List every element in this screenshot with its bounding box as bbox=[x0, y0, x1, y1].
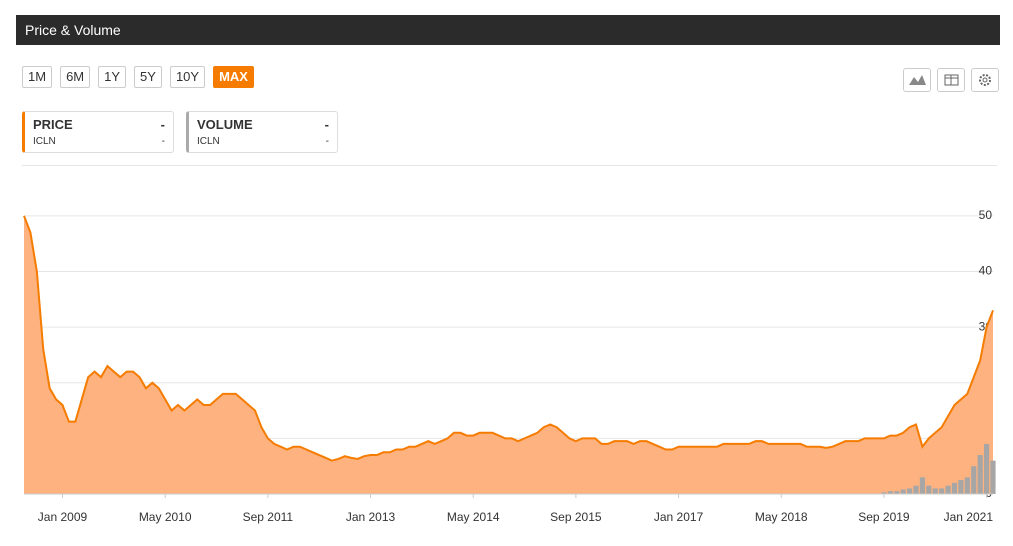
volume-bar bbox=[919, 477, 925, 494]
volume-bar bbox=[881, 492, 887, 494]
x-tick-label: Jan 2013 bbox=[346, 510, 396, 524]
x-tick-label: Jan 2017 bbox=[654, 510, 704, 524]
x-tick-label: May 2018 bbox=[755, 510, 808, 524]
x-tick-label: May 2014 bbox=[447, 510, 500, 524]
legend-card[interactable]: PRICE - ICLN - bbox=[22, 111, 174, 153]
toolbar bbox=[903, 68, 999, 92]
symbol-value: - bbox=[161, 136, 165, 147]
range-button[interactable]: 6M bbox=[60, 66, 91, 88]
price-line bbox=[23, 215, 994, 462]
chart-type-button[interactable] bbox=[903, 68, 931, 92]
volume-bar bbox=[913, 485, 919, 494]
volume-bar bbox=[945, 485, 951, 494]
separator bbox=[22, 165, 997, 166]
volume-bar bbox=[971, 466, 977, 494]
symbol-value: - bbox=[325, 136, 329, 147]
x-tick-label: Jan 2009 bbox=[38, 510, 88, 524]
series-value: - bbox=[324, 117, 329, 132]
series-symbol: ICLN bbox=[33, 136, 56, 147]
range-button[interactable]: 5Y bbox=[134, 66, 162, 88]
range-buttons: 1M 6M 1Y 5Y 10Y MAX bbox=[22, 66, 254, 88]
range-button[interactable]: 1Y bbox=[98, 66, 127, 88]
series-name: VOLUME bbox=[197, 117, 253, 132]
volume-bar bbox=[907, 488, 913, 494]
x-tick-label: Sep 2015 bbox=[550, 510, 602, 524]
range-button[interactable]: 1M bbox=[22, 66, 53, 88]
volume-bar bbox=[951, 482, 958, 494]
price-area bbox=[24, 215, 993, 494]
volume-bar bbox=[958, 480, 964, 494]
volume-bar bbox=[964, 477, 970, 494]
header-title: Price & Volume bbox=[16, 15, 1000, 45]
legend-card[interactable]: VOLUME - ICLN - bbox=[186, 111, 338, 153]
y-tick-label: 50 bbox=[979, 208, 993, 222]
settings-button[interactable] bbox=[971, 68, 999, 92]
x-tick-label: Jan 2021 bbox=[944, 510, 994, 524]
volume-bar bbox=[900, 489, 906, 494]
volume-bar bbox=[977, 455, 983, 494]
x-tick-label: May 2010 bbox=[139, 510, 192, 524]
series-value: - bbox=[160, 117, 165, 132]
volume-bar bbox=[926, 485, 932, 494]
volume-bar bbox=[887, 491, 893, 494]
series-symbol: ICLN bbox=[197, 136, 220, 147]
volume-bar bbox=[894, 491, 900, 494]
x-tick-label: Sep 2019 bbox=[858, 510, 910, 524]
volume-bar bbox=[939, 488, 945, 494]
range-button[interactable]: 10Y bbox=[169, 66, 206, 88]
volume-bar bbox=[990, 460, 996, 494]
volume-bar bbox=[984, 443, 990, 494]
y-tick-label: 40 bbox=[979, 264, 993, 278]
table-button[interactable] bbox=[937, 68, 965, 92]
series-name: PRICE bbox=[33, 117, 73, 132]
range-button[interactable]: MAX bbox=[213, 66, 254, 88]
volume-bar bbox=[932, 488, 938, 494]
x-tick-label: Sep 2011 bbox=[243, 510, 294, 524]
